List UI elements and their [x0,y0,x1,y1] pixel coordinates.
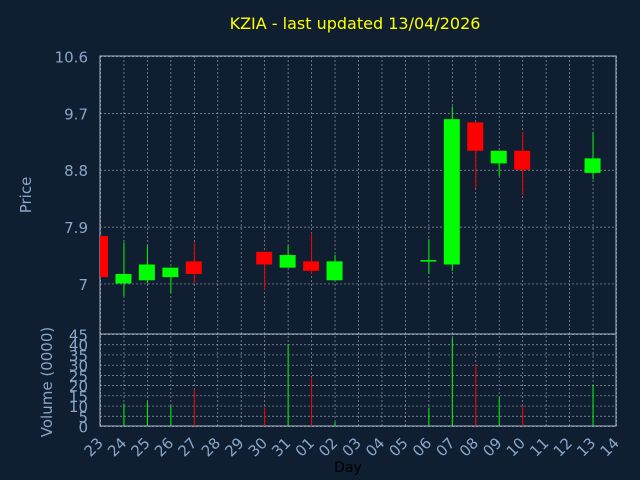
price-panel-frame [99,55,617,335]
price-axis-label: Price [17,177,35,214]
volume-tick-label: 10 [69,398,88,416]
volume-panel-frame [99,333,617,427]
candle-body [162,267,179,278]
x-tick-label: 07 [432,434,458,460]
volume-tick-label: 20 [69,378,88,396]
candle-body [443,119,460,265]
volume-tick-label: 5 [78,408,88,426]
x-tick-label: 13 [573,434,599,460]
volume-tick-label: 25 [69,367,88,385]
x-tick-label: 12 [550,434,576,460]
x-tick-label: 25 [128,434,154,460]
price-tick-label: 9.7 [64,105,88,123]
volume-tick-label: 15 [69,388,88,406]
x-tick-label: 09 [479,434,505,460]
x-tick-label: 23 [81,434,107,460]
x-tick-label: 30 [245,434,271,460]
price-tick-label: 7.9 [64,219,88,237]
x-tick-label: 11 [526,434,552,460]
price-tick-label: 7 [78,276,88,294]
candle-body [138,264,155,281]
x-tick-label: 02 [315,434,341,460]
candle-body [490,150,507,164]
price-tick-label: 8.8 [64,162,88,180]
chart-title: KZIA - last updated 13/04/2026 [229,14,481,33]
candle-body [326,261,343,281]
candle-body [185,261,202,274]
price-tick-label: 10.6 [55,49,88,67]
x-tick-label: 26 [151,434,177,460]
x-tick-label: 06 [409,434,435,460]
candle-body [115,273,132,284]
volume-tick-label: 35 [69,347,88,365]
candle-body [100,236,108,278]
volume-tick-label: 40 [69,337,88,355]
x-tick-label: 08 [456,434,482,460]
x-tick-label: 14 [597,434,623,460]
x-tick-label: 24 [104,434,130,460]
x-tick-label: 05 [386,434,412,460]
volume-tick-label: 45 [69,327,88,345]
x-tick-label: 03 [339,434,365,460]
x-tick-label: 01 [292,434,318,460]
x-tick-label: 29 [221,434,247,460]
candle-body [303,261,320,271]
volume-axis-label: Volume (0000) [38,327,56,437]
candle-body [514,150,531,170]
x-tick-label: 28 [198,434,224,460]
x-axis-label: Day [334,460,362,476]
candle-body [420,260,437,262]
x-tick-label: 31 [268,434,294,460]
candle-body [279,255,296,268]
candle-body [256,251,273,265]
candle-body [584,158,601,173]
x-tick-label: 04 [362,434,388,460]
volume-tick-label: 30 [69,357,88,375]
volume-tick-label: 0 [78,419,88,437]
x-tick-label: 27 [174,434,200,460]
candle-body [467,122,484,151]
x-tick-label: 10 [503,434,529,460]
